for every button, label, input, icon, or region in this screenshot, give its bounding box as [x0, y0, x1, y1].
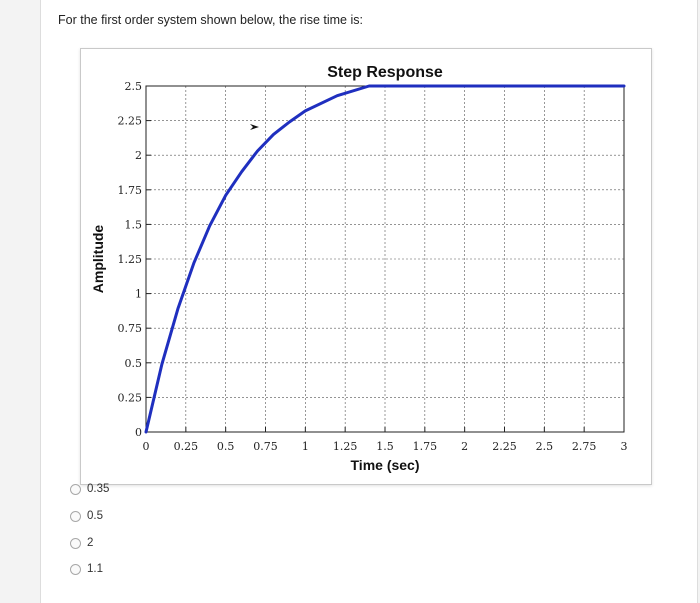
- radio-button[interactable]: [70, 563, 81, 575]
- y-axis-label: Amplitude: [90, 225, 106, 294]
- x-tick-label: 0.5: [217, 440, 235, 453]
- radio-button[interactable]: [70, 537, 81, 549]
- y-tick-label: 0.5: [125, 357, 143, 370]
- chart-title: Step Response: [327, 64, 443, 81]
- y-tick-label: 1.75: [118, 184, 143, 197]
- tick-labels: 0 0.25 0.5 0.75 1 1.25 1.5 1.75 2 2.25 2.5 2.75 3 0 0.…: [118, 80, 628, 453]
- y-tick-label: 0.25: [118, 391, 143, 404]
- option-0-35[interactable]: 0.35: [70, 482, 109, 496]
- x-tick-label: 2: [461, 440, 468, 453]
- x-tick-label: 3: [621, 440, 628, 453]
- x-tick-label: 0.25: [174, 440, 199, 453]
- x-tick-label: 2.75: [572, 440, 597, 453]
- y-tick-label: 2.5: [125, 80, 143, 93]
- grid-lines: [146, 86, 624, 432]
- y-tick-label: 0: [135, 426, 142, 439]
- x-tick-label: 0.75: [253, 440, 278, 453]
- x-tick-label: 1: [302, 440, 309, 453]
- option-label: 0.35: [87, 483, 110, 495]
- option-0-5[interactable]: 0.5: [70, 509, 103, 523]
- x-tick-label: 0: [143, 440, 150, 453]
- y-tick-label: 1.5: [125, 218, 143, 231]
- question-text: For the first order system shown below, …: [58, 13, 363, 27]
- x-tick-label: 1.25: [333, 440, 358, 453]
- option-1-1[interactable]: 1.1: [70, 562, 103, 576]
- y-tick-label: 1.25: [118, 253, 143, 266]
- x-tick-label: 2.5: [536, 440, 554, 453]
- y-tick-label: 1: [135, 288, 142, 301]
- step-response-chart: 0 0.25 0.5 0.75 1 1.25 1.5 1.75 2 2.25 2.5 2.75 3 0 0.…: [90, 64, 628, 473]
- y-tick-label: 0.75: [118, 322, 143, 335]
- x-tick-label: 2.25: [492, 440, 517, 453]
- step-response-figure: 0 0.25 0.5 0.75 1 1.25 1.5 1.75 2 2.25 2.5 2.75 3 0 0.…: [80, 48, 652, 485]
- option-label: 1.1: [87, 563, 103, 575]
- x-tick-label: 1.5: [376, 440, 394, 453]
- radio-button[interactable]: [70, 510, 81, 522]
- x-tick-label: 1.75: [413, 440, 438, 453]
- step-response-line: [144, 84, 626, 434]
- option-2[interactable]: 2: [70, 536, 93, 550]
- x-axis-label: Time (sec): [351, 457, 420, 473]
- y-tick-label: 2.25: [118, 115, 143, 128]
- option-label: 2: [87, 537, 94, 549]
- arrow-cursor-icon: [250, 124, 259, 130]
- radio-button[interactable]: [70, 483, 81, 495]
- option-label: 0.5: [87, 510, 103, 522]
- y-tick-label: 2: [135, 149, 142, 162]
